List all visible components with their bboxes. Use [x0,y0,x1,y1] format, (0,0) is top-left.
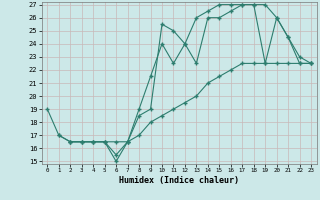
X-axis label: Humidex (Indice chaleur): Humidex (Indice chaleur) [119,176,239,185]
